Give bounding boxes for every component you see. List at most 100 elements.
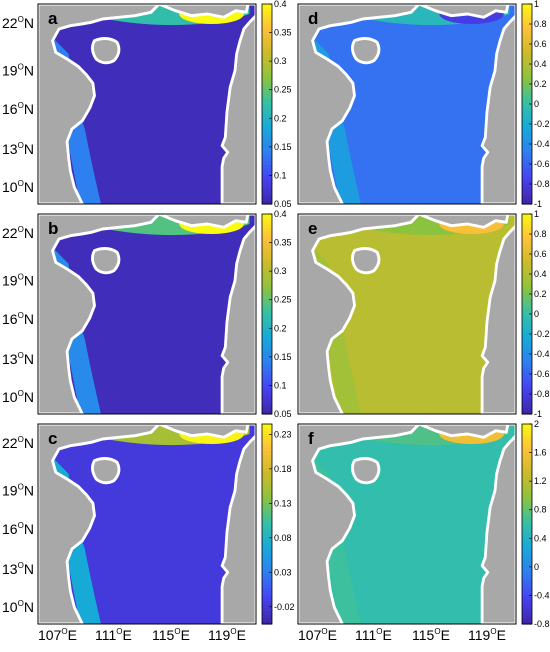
colorbar-cell (522, 510, 532, 515)
colorbar-cell (262, 80, 272, 85)
colorbar-cell (262, 580, 272, 585)
colorbar-cell (522, 267, 532, 272)
colorbar-cell (522, 40, 532, 45)
colorbar-tick-label: -1 (534, 409, 542, 419)
colorbar-cell (522, 554, 532, 558)
x-tick-label: 107OE (38, 627, 77, 643)
colorbar-cell (522, 460, 532, 465)
colorbar-cell (522, 150, 532, 155)
colorbar-c: 0.23 0.18 0.13 0.08 0.03 -0.02 (261, 423, 295, 625)
colorbar-cell (522, 107, 532, 112)
colorbar-f: 2 1.6 1.2 0.8 0.4 0 -0.4 -0.8 (521, 419, 550, 629)
colorbar-cell (522, 617, 532, 622)
colorbar-cell (262, 150, 272, 155)
colorbar-cell (262, 460, 272, 465)
colorbar-cell (262, 217, 272, 222)
colorbar-cell (262, 404, 272, 408)
x-suffix: E (328, 627, 337, 643)
colorbar-cell (262, 240, 272, 245)
colorbar-cell (262, 524, 272, 528)
colorbar-cell (522, 507, 532, 512)
colorbar-cell (262, 584, 272, 588)
colorbar-cell (522, 527, 532, 532)
colorbar-cell (262, 37, 272, 42)
panel-letter: c (48, 429, 57, 448)
colorbar-cell (262, 224, 272, 228)
colorbar-tick-label: -0.2 (534, 119, 550, 129)
y-tick-label: 19ON (2, 273, 34, 289)
colorbar-cell (522, 130, 532, 135)
colorbar-cell (522, 110, 532, 115)
colorbar-cell (522, 24, 532, 28)
colorbar-cell (522, 90, 532, 95)
colorbar-cell (522, 104, 532, 108)
colorbar-cell (262, 214, 272, 218)
colorbar-cell (522, 384, 532, 388)
colorbar-cell (262, 607, 272, 612)
colorbar-tick-label: 0.2 (534, 79, 547, 89)
colorbar-cell (262, 317, 272, 322)
colorbar-cell (522, 324, 532, 328)
colorbar-cell (522, 567, 532, 572)
colorbar-cell (522, 294, 532, 298)
colorbar-cell (262, 604, 272, 608)
colorbar-cell (522, 357, 532, 362)
colorbar-cell (522, 344, 532, 348)
colorbar-tick-label: -0.2 (534, 329, 550, 339)
colorbar-cell (522, 170, 532, 175)
colorbar-cell (522, 214, 532, 218)
colorbar-tick-label: 0.4 (274, 209, 287, 219)
colorbar-cell (522, 560, 532, 565)
colorbar-cell (522, 254, 532, 258)
colorbar-cell (522, 34, 532, 38)
colorbar-cell (522, 230, 532, 235)
colorbar-tick-label: 0.3 (274, 56, 287, 66)
colorbar-cell (522, 424, 532, 428)
colorbar-cell (522, 470, 532, 475)
colorbar-cell (262, 300, 272, 305)
colorbar-cell (262, 507, 272, 512)
colorbar-cell (262, 180, 272, 185)
colorbar-b: 0.4 0.35 0.3 0.25 0.2 0.15 0.1 0.05 (261, 209, 292, 419)
colorbar-cell (522, 400, 532, 405)
colorbar-cell (522, 180, 532, 185)
colorbar-cell (262, 387, 272, 392)
colorbar-cell (262, 147, 272, 152)
colorbar-cell (262, 574, 272, 578)
colorbar-cell (262, 397, 272, 402)
colorbar-cell (262, 544, 272, 548)
colorbar-tick-label: -0.8 (534, 389, 550, 399)
colorbar-cell (522, 440, 532, 445)
colorbar-cell (262, 500, 272, 505)
colorbar-cell (522, 7, 532, 12)
colorbar-cell (262, 530, 272, 535)
colorbar-tick-label: 0.15 (274, 142, 292, 152)
colorbar-cell (262, 187, 272, 192)
colorbar-cell (522, 350, 532, 355)
colorbar-cell (522, 544, 532, 548)
colorbar-cell (262, 380, 272, 385)
colorbar-cell (522, 307, 532, 312)
colorbar-cell (522, 127, 532, 132)
panel-letter: b (48, 219, 58, 238)
panel-letter: f (308, 429, 314, 448)
colorbar-cell (522, 27, 532, 32)
colorbar-cell (522, 84, 532, 88)
colorbar-cell (522, 227, 532, 232)
colorbar-cell (522, 444, 532, 448)
y-tick-label: 10ON (2, 179, 34, 195)
colorbar-cell (522, 557, 532, 562)
colorbar-cell (522, 374, 532, 378)
colorbar-cell (262, 457, 272, 462)
y-tick-label: 22ON (2, 225, 34, 241)
colorbar-cell (262, 304, 272, 308)
colorbar-cell (262, 494, 272, 498)
colorbar-tick-label: 0.15 (274, 352, 292, 362)
colorbar-tick-label: 0.25 (274, 295, 292, 305)
colorbar-tick-label: -0.4 (534, 590, 550, 600)
x-suffix: E (237, 627, 246, 643)
map-frame (297, 213, 517, 415)
colorbar-cell (262, 114, 272, 118)
y-tick-label: 13ON (2, 351, 34, 367)
colorbar-cell (262, 164, 272, 168)
